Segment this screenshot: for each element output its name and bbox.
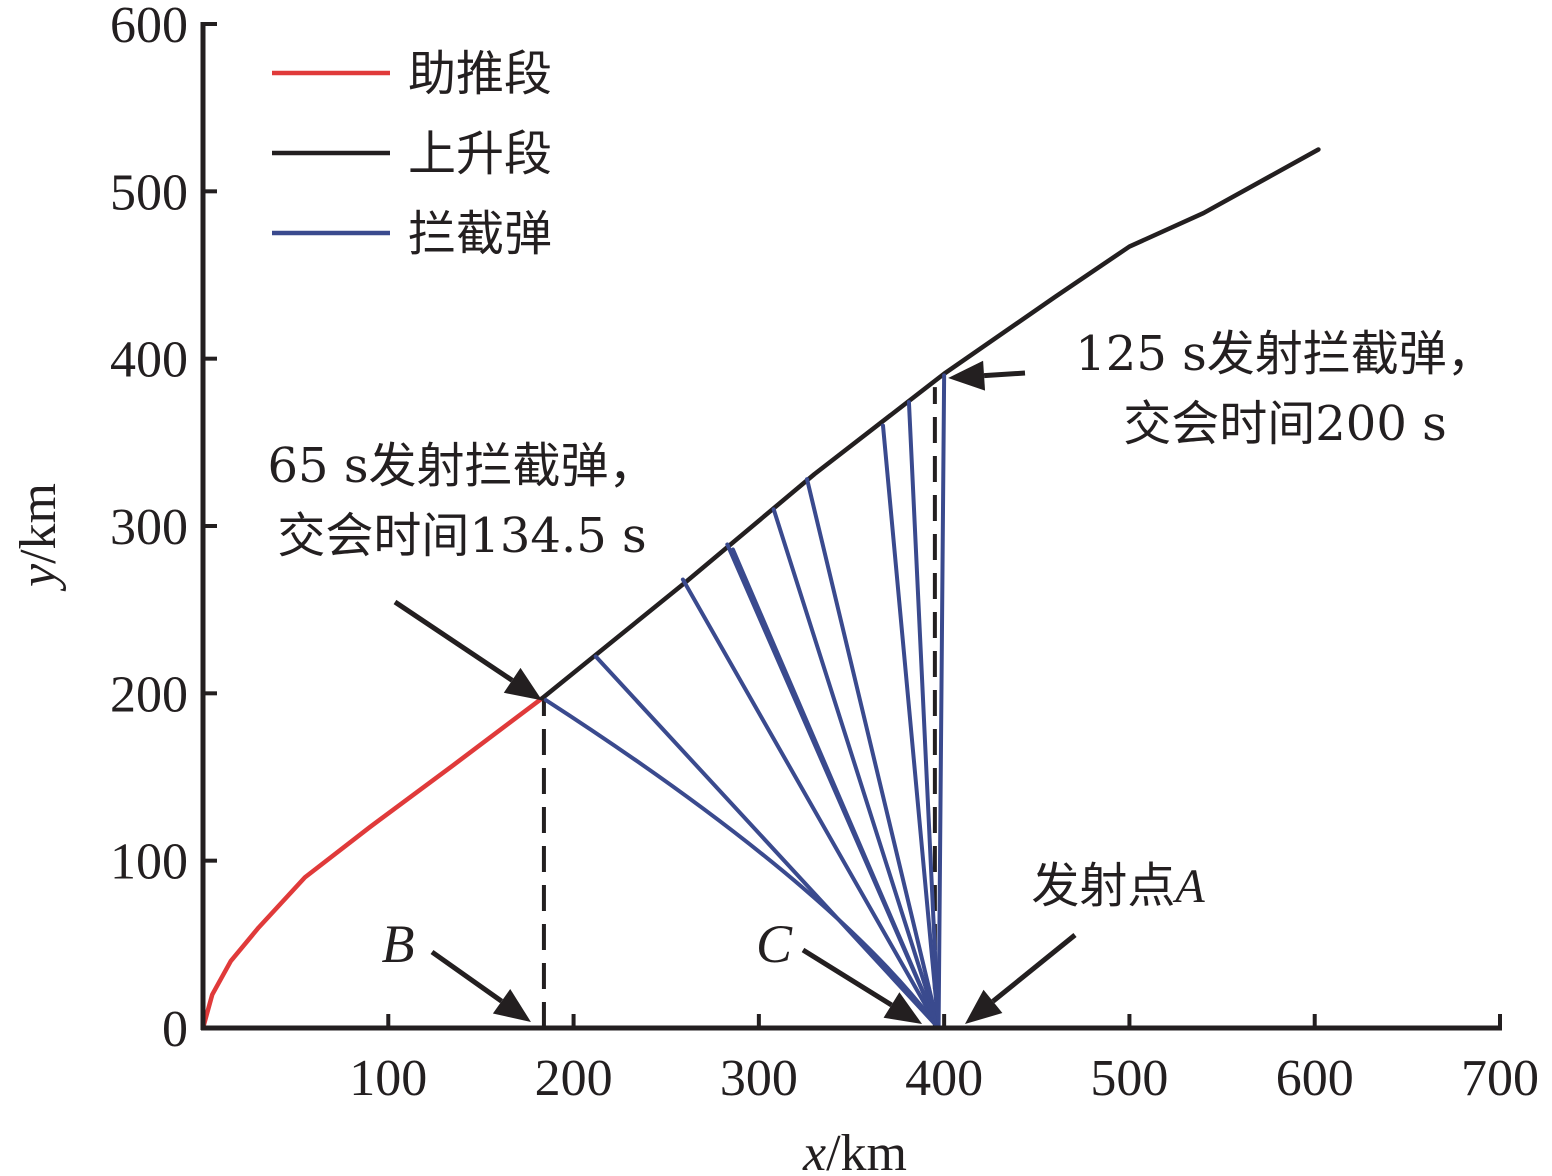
point-label-a-letter: A xyxy=(1172,860,1205,913)
plot-area xyxy=(200,147,1321,1031)
point-arrow-a-head xyxy=(964,989,1003,1024)
y-axis-label: y/km xyxy=(10,483,67,592)
y-ticks: 0 100 200 300 400 500 600 xyxy=(110,0,217,1058)
interceptor-line-7 xyxy=(880,423,941,1030)
x-axis-label: x/km xyxy=(802,1125,907,1176)
point-arrow-b-shaft xyxy=(430,949,504,1004)
point-labels: B C 发射点A xyxy=(382,858,1205,1024)
point-arrow-c-shaft xyxy=(801,947,893,1008)
x-tick-label: 200 xyxy=(535,1050,613,1107)
point-arrow-a-shaft xyxy=(991,933,1077,1004)
annotation-line: 65 s发射拦截弹， xyxy=(268,438,657,494)
interceptor-line-4 xyxy=(730,547,941,1030)
legend-label-0: 助推段 xyxy=(408,46,552,102)
y-tick-label: 0 xyxy=(162,1001,188,1058)
y-tick-label: 400 xyxy=(110,332,188,389)
annotation-arrow-1-head xyxy=(948,360,986,391)
y-tick-label: 500 xyxy=(110,164,188,221)
x-tick-label: 700 xyxy=(1461,1050,1539,1107)
y-tick-label: 600 xyxy=(110,0,188,54)
y-tick-label: 200 xyxy=(110,666,188,723)
x-tick-label: 600 xyxy=(1276,1050,1354,1107)
annotation-line: 交会时间134.5 s xyxy=(277,508,646,564)
annotation-arrow-0-head xyxy=(503,667,543,701)
annotation-arrow-0-shaft xyxy=(393,599,514,683)
point-label-a: 发射点A xyxy=(1031,858,1205,914)
axes: 100 200 300 400 500 600 700 0 100 200 300 400 500 60… xyxy=(110,0,1539,1107)
annotation-text-0: 65 s发射拦截弹， 交会时间134.5 s xyxy=(268,438,657,564)
annotation-text-1: 125 s发射拦截弹， 交会时间200 s xyxy=(1075,326,1495,452)
x-tick-label: 400 xyxy=(905,1050,983,1107)
legend-label-2: 拦截弹 xyxy=(408,206,552,262)
point-arrow-c-head xyxy=(883,992,923,1024)
series-lines xyxy=(200,147,1321,1031)
point-label-c: C xyxy=(756,914,793,974)
interceptor-lines xyxy=(543,373,947,1030)
interceptor-line-8 xyxy=(906,400,941,1030)
annotation-line: 交会时间200 s xyxy=(1123,396,1447,452)
point-label-b: B xyxy=(382,914,415,974)
x-tick-label: 300 xyxy=(720,1050,798,1107)
annotation-line: 125 s发射拦截弹， xyxy=(1075,326,1495,382)
annotations: 65 s发射拦截弹， 交会时间134.5 s 125 s发射拦截弹， 交会时间200 … xyxy=(268,326,1495,701)
dashed-guides xyxy=(541,387,937,1028)
y-tick-label: 100 xyxy=(110,834,188,891)
series-line-0 xyxy=(200,696,545,1031)
x-ticks: 100 200 300 400 500 600 700 xyxy=(349,1014,1539,1107)
interceptor-line-0 xyxy=(543,698,941,1030)
interceptor-line-9 xyxy=(936,373,947,1030)
interceptor-line-5 xyxy=(771,507,941,1030)
x-tick-label: 100 xyxy=(349,1050,427,1107)
interceptor-line-2 xyxy=(680,577,941,1030)
interceptor-line-1 xyxy=(593,654,941,1030)
x-tick-label: 500 xyxy=(1090,1050,1168,1107)
series-line-1 xyxy=(539,147,1321,701)
point-label-a-prefix: 发射点 xyxy=(1031,858,1175,914)
interceptor-line-6 xyxy=(805,477,941,1030)
point-arrow-b-head xyxy=(492,988,531,1022)
y-tick-label: 300 xyxy=(110,499,188,556)
annotation-arrow-1-shaft xyxy=(983,370,1026,379)
legend-label-1: 上升段 xyxy=(408,126,552,182)
